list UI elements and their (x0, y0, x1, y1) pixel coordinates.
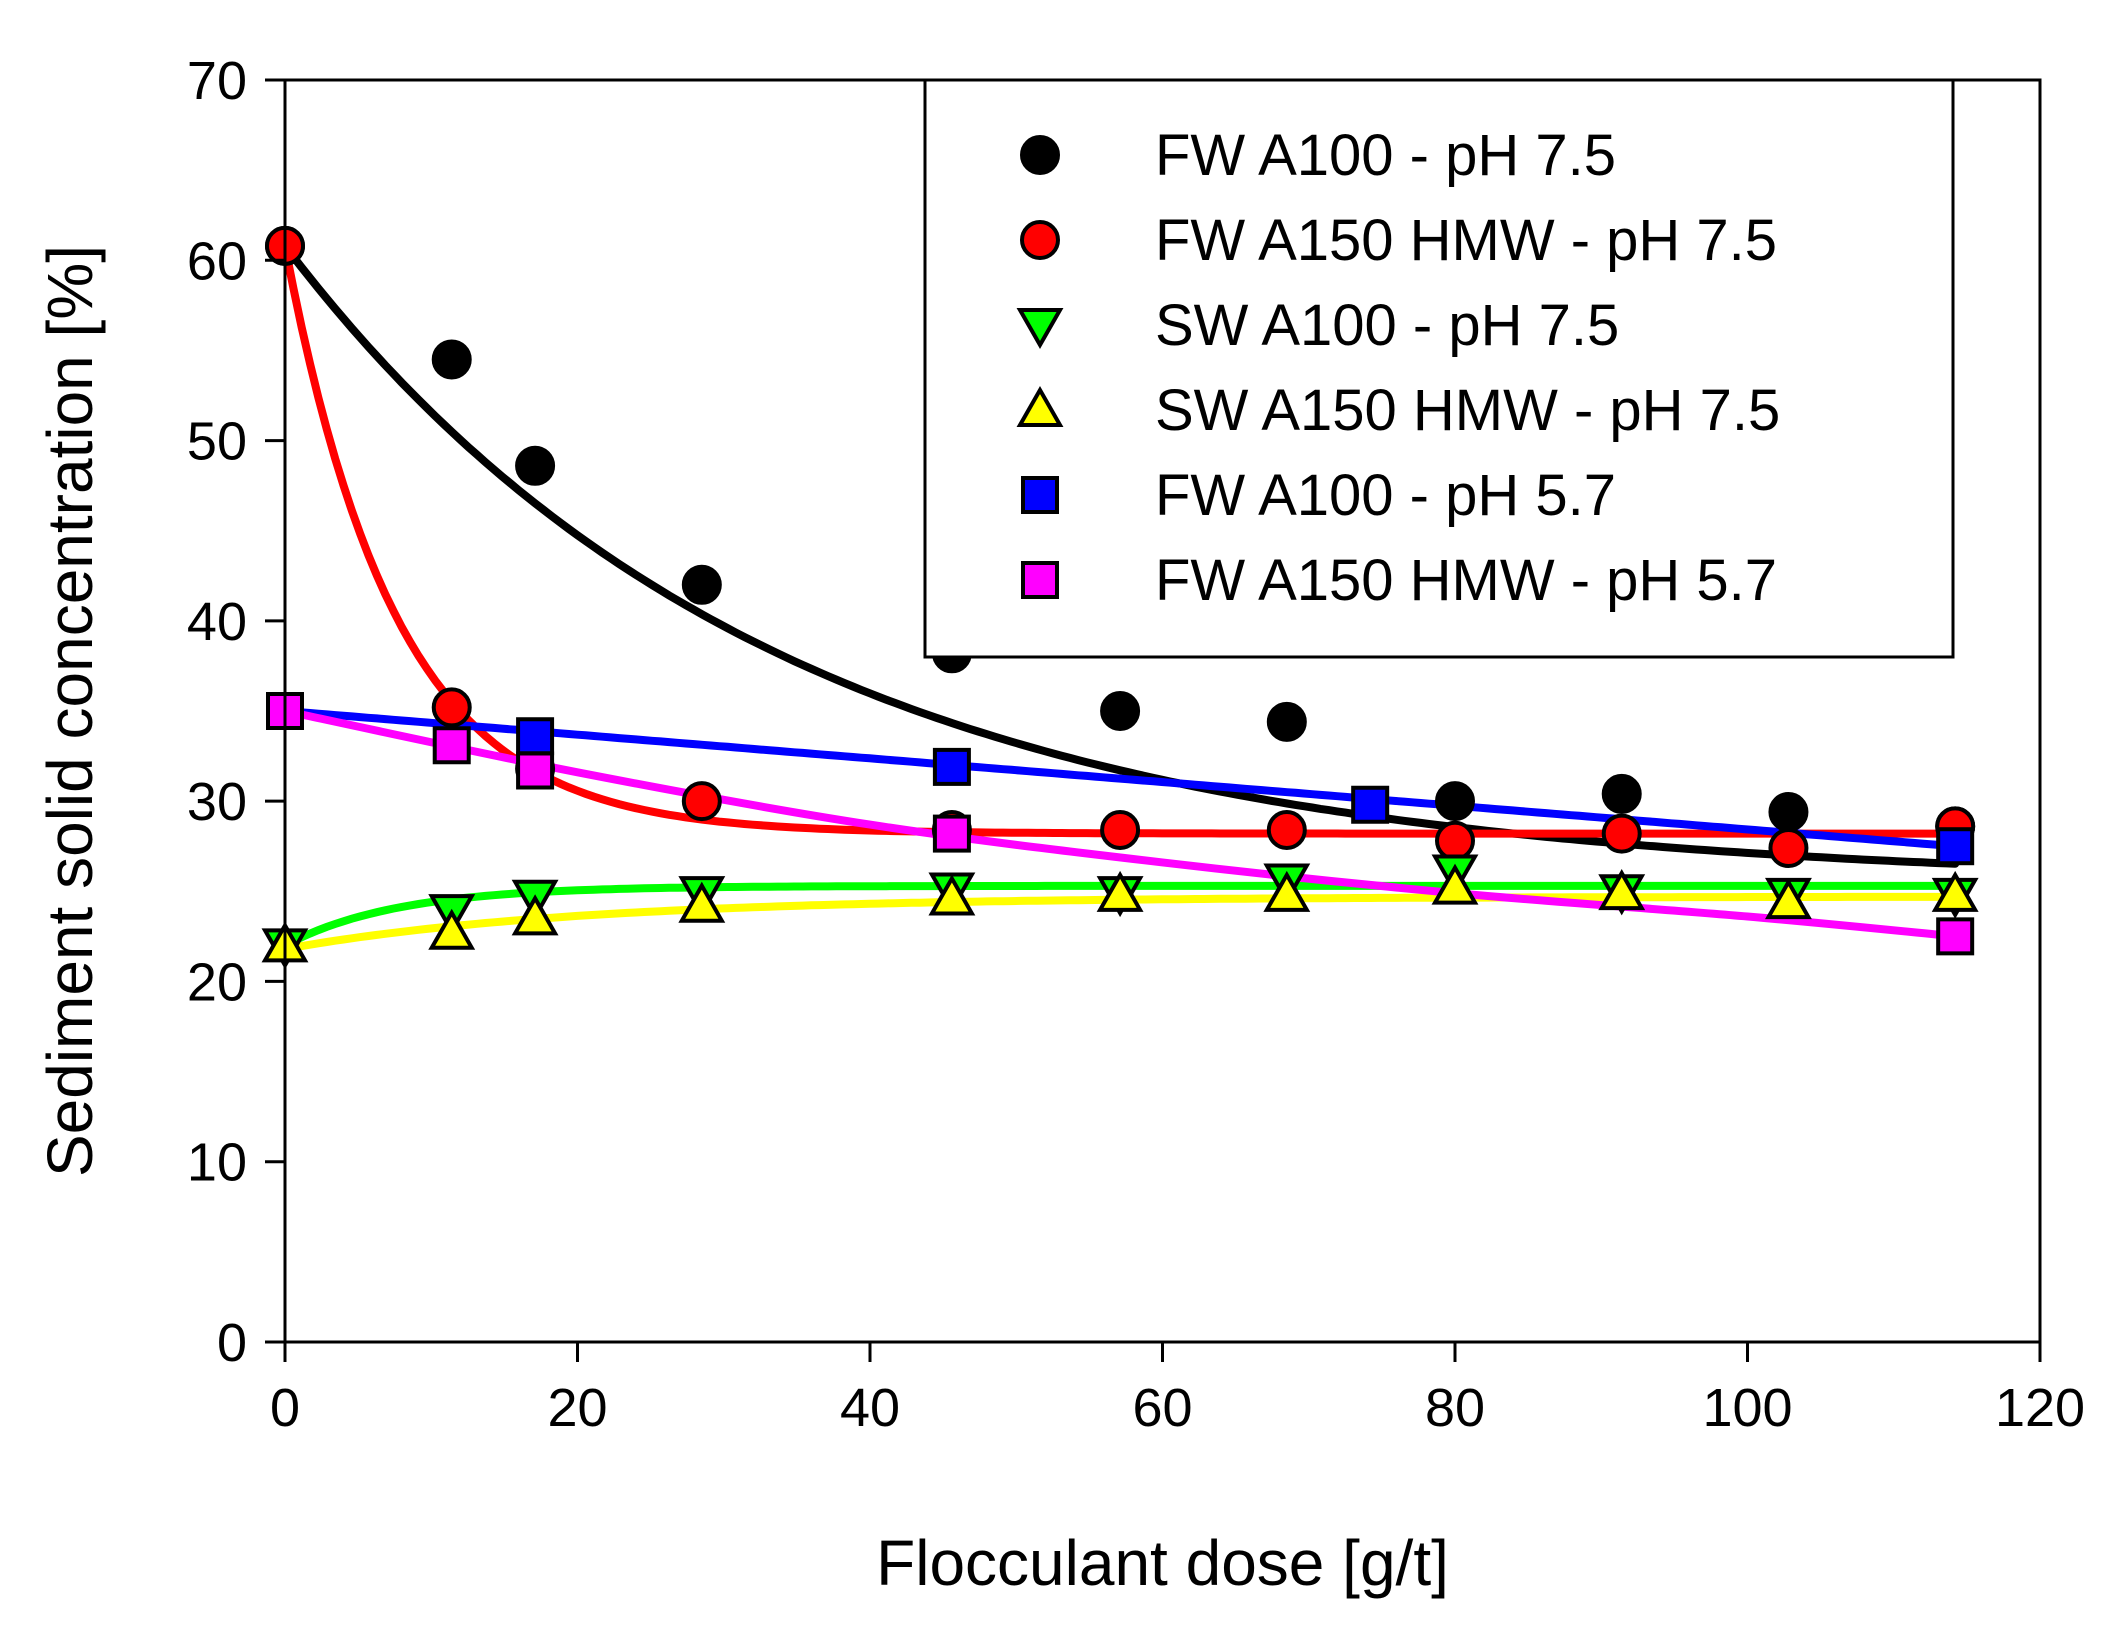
data-point-fw-a100-ph-7-5 (1266, 701, 1307, 742)
data-point-fw-a100-ph-7-5 (681, 564, 722, 605)
data-point-fw-a100-ph-5-7 (516, 717, 555, 756)
legend-label: FW A150 HMW - pH 7.5 (1155, 208, 1777, 273)
legend-label: SW A100 - pH 7.5 (1155, 293, 1619, 358)
y-tick-label: 0 (217, 1313, 247, 1373)
data-point-fw-a100-ph-5-7 (1351, 785, 1390, 824)
series-markers-sw-a150-hmw-ph-7-5 (261, 863, 1979, 963)
legend-label: FW A150 HMW - pH 5.7 (1155, 548, 1777, 613)
legend-entry-fw-a100-ph-5-7: FW A100 - pH 5.7 (1021, 463, 1616, 528)
data-point-fw-a100-ph-7-5 (1435, 781, 1475, 822)
legend-entry-sw-a100-ph-7-5: SW A100 - pH 7.5 (1016, 293, 1619, 358)
legend-marker-fw-a150-hmw-ph-5-7 (1021, 561, 1059, 599)
legend: FW A100 - pH 7.5 FW A150 HMW - pH 7.5 SW A… (923, 78, 1955, 659)
x-tick-label: 40 (840, 1378, 900, 1438)
data-point-fw-a150-hmw-ph-5-7 (1936, 917, 1975, 956)
legend-marker-fw-a150-hmw-ph-7-5 (1020, 220, 1060, 260)
y-tick-label: 70 (187, 51, 247, 111)
y-axis-title: Sediment solid concentration [%] (34, 245, 106, 1177)
data-point-fw-a150-hmw-ph-5-7 (516, 751, 555, 790)
legend-marker-sw-a150-hmw-ph-7-5 (1016, 385, 1064, 427)
legend-marker-fw-a100-ph-5-7 (1021, 476, 1059, 514)
y-tick-label: 40 (187, 592, 247, 652)
data-point-sw-a150-hmw-ph-7-5 (1765, 878, 1812, 920)
data-point-sw-a150-hmw-ph-7-5 (428, 908, 476, 950)
legend-label: SW A150 HMW - pH 7.5 (1155, 378, 1780, 443)
data-point-fw-a100-ph-7-5 (1100, 691, 1141, 731)
x-tick-label: 100 (1702, 1378, 1792, 1438)
data-point-sw-a150-hmw-ph-7-5 (1431, 863, 1479, 905)
data-point-fw-a100-ph-7-5 (1768, 791, 1809, 832)
y-tick-label: 60 (187, 231, 247, 291)
x-tick-label: 120 (1995, 1378, 2085, 1438)
legend-label: FW A100 - pH 7.5 (1155, 123, 1616, 188)
legend-marker-sw-a100-ph-7-5 (1016, 308, 1064, 350)
data-point-sw-a150-hmw-ph-7-5 (1096, 870, 1144, 912)
data-point-sw-a150-hmw-ph-7-5 (678, 881, 726, 923)
data-point-fw-a100-ph-7-5 (515, 445, 556, 486)
y-tick-label: 10 (187, 1133, 247, 1193)
data-point-fw-a150-hmw-ph-7-5 (431, 687, 472, 728)
fit-line-fw-a100-ph-5-7 (281, 707, 1960, 851)
x-tick-label: 80 (1425, 1378, 1485, 1438)
legend-entry-sw-a150-hmw-ph-7-5: SW A150 HMW - pH 7.5 (1016, 378, 1780, 443)
legend-entry-fw-a150-hmw-ph-7-5: FW A150 HMW - pH 7.5 (1020, 208, 1777, 273)
fit-line-fw-a100-ph-7-5 (281, 241, 1960, 868)
data-point-sw-a150-hmw-ph-7-5 (1263, 870, 1311, 912)
y-tick-label: 20 (187, 952, 247, 1012)
data-point-sw-a150-hmw-ph-7-5 (511, 894, 559, 936)
y-tick-label: 30 (187, 772, 247, 832)
data-point-fw-a100-ph-7-5 (431, 339, 472, 380)
x-tick-label: 0 (270, 1378, 300, 1438)
x-axis-title: Flocculant dose [g/t] (876, 1527, 1449, 1599)
data-point-sw-a150-hmw-ph-7-5 (928, 874, 976, 916)
data-point-fw-a150-hmw-ph-7-5 (1100, 809, 1141, 850)
data-point-fw-a150-hmw-ph-7-5 (1601, 813, 1642, 854)
y-tick-label: 50 (187, 412, 247, 472)
x-tick-label: 20 (547, 1378, 607, 1438)
data-point-fw-a150-hmw-ph-7-5 (1768, 828, 1809, 869)
data-point-sw-a150-hmw-ph-7-5 (1931, 870, 1979, 912)
data-point-fw-a150-hmw-ph-7-5 (681, 781, 722, 822)
fit-line-fw-a150-hmw-ph-5-7 (281, 707, 1960, 941)
data-point-fw-a150-hmw-ph-7-5 (1435, 820, 1475, 861)
data-point-fw-a150-hmw-ph-5-7 (432, 726, 471, 765)
data-point-sw-a150-hmw-ph-7-5 (1598, 869, 1646, 911)
data-point-fw-a150-hmw-ph-7-5 (1266, 809, 1307, 850)
data-point-fw-a150-hmw-ph-5-7 (932, 814, 971, 853)
data-point-fw-a100-ph-5-7 (932, 747, 971, 786)
legend-entry-fw-a150-hmw-ph-5-7: FW A150 HMW - pH 5.7 (1021, 548, 1777, 613)
x-tick-label: 60 (1132, 1378, 1192, 1438)
legend-label: FW A100 - pH 5.7 (1155, 463, 1616, 528)
legend-box (923, 78, 1955, 659)
legend-marker-fw-a100-ph-7-5 (1020, 135, 1060, 175)
data-point-fw-a100-ph-7-5 (1601, 773, 1642, 814)
data-point-fw-a100-ph-5-7 (1936, 827, 1975, 866)
legend-entry-fw-a100-ph-7-5: FW A100 - pH 7.5 (1020, 123, 1616, 188)
